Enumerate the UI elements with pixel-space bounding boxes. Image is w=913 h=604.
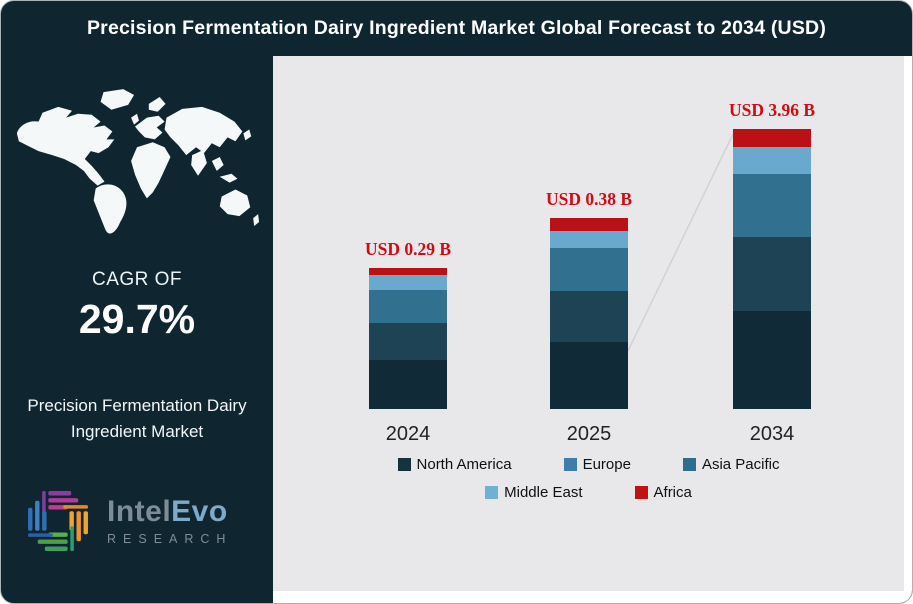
chart-panel: USD 0.29 B 2024 USD 0.38 B 2025 USD 3.96 B 20… xyxy=(273,56,904,591)
bar-group-2024: USD 0.29 B 2024 xyxy=(365,239,451,445)
legend-item-asia-pacific: Asia Pacific xyxy=(682,456,780,473)
bar-segment-asia-pacific xyxy=(733,174,811,237)
bar-segment-africa xyxy=(369,268,447,275)
legend-item-middle-east: Middle East xyxy=(485,484,583,501)
bar-stack-2024 xyxy=(369,268,447,409)
bar-segment-asia-pacific xyxy=(550,248,628,291)
legend-swatch-icon xyxy=(563,458,577,471)
bar-segment-middle-east xyxy=(733,147,811,174)
brand-name-intel: Intel xyxy=(107,495,172,529)
bar-total-label-2024: USD 0.29 B xyxy=(364,239,452,259)
chart-legend: North America Europe Asia Pacific Middle Ea… xyxy=(273,456,904,501)
x-axis-label-2025: 2025 xyxy=(566,423,612,445)
bar-total-label-2025: USD 0.38 B xyxy=(545,189,633,209)
legend-label: Europe xyxy=(582,456,631,473)
brand-logo: IntelEvo RESEARCH xyxy=(21,484,232,558)
logo-pinwheel-icon xyxy=(28,491,88,551)
brand-subtitle: RESEARCH xyxy=(107,531,233,546)
legend-item-north-america: North America xyxy=(397,456,512,473)
bar-segment-africa xyxy=(733,129,811,147)
bar-segment-north-america xyxy=(369,360,447,409)
legend-row: Middle East Africa xyxy=(273,484,904,501)
legend-swatch-icon xyxy=(485,486,499,499)
legend-swatch-icon xyxy=(682,458,696,471)
legend-label: Asia Pacific xyxy=(701,456,780,473)
bar-segment-europe xyxy=(733,237,811,311)
page-title: Precision Fermentation Dairy Ingredient … xyxy=(86,17,827,39)
market-name: Precision Fermentation Dairy Ingredient … xyxy=(27,396,247,442)
bar-segment-europe xyxy=(550,291,628,342)
world-map-icon xyxy=(16,89,260,234)
legend-label: Middle East xyxy=(504,484,583,501)
bar-group-2034: USD 3.96 B 2034 xyxy=(729,100,815,445)
legend-label: Africa xyxy=(653,484,692,501)
bar-segment-north-america xyxy=(733,311,811,409)
cagr-label: CAGR OF xyxy=(91,269,183,290)
bar-stack-2025 xyxy=(550,218,628,409)
brand-name-evo: Evo xyxy=(171,495,228,529)
legend-swatch-icon xyxy=(397,458,411,471)
legend-row: North America Europe Asia Pacific xyxy=(273,456,904,473)
x-axis-label-2034: 2034 xyxy=(749,423,795,445)
legend-item-africa: Africa xyxy=(634,484,692,501)
bar-total-label-2034: USD 3.96 B xyxy=(728,100,816,120)
bar-group-2025: USD 0.38 B 2025 xyxy=(546,189,632,445)
bar-segment-north-america xyxy=(550,342,628,409)
legend-swatch-icon xyxy=(634,486,648,499)
bar-segment-middle-east xyxy=(550,231,628,248)
cagr-value: 29.7% xyxy=(78,296,196,342)
legend-item-europe: Europe xyxy=(563,456,631,473)
bar-segment-asia-pacific xyxy=(369,290,447,323)
brand-text: IntelEvo RESEARCH xyxy=(107,496,232,546)
bar-segment-europe xyxy=(369,323,447,360)
bar-segment-middle-east xyxy=(369,275,447,290)
chart-area: USD 0.29 B 2024 USD 0.38 B 2025 USD 3.96 B 20… xyxy=(273,56,912,603)
sidebar: CAGR OF 29.7% Precision Fermentation Dai… xyxy=(1,56,273,603)
legend-label: North America xyxy=(416,456,512,473)
header: Precision Fermentation Dairy Ingredient … xyxy=(1,1,912,56)
brand-name: IntelEvo xyxy=(107,496,232,528)
x-axis-label-2024: 2024 xyxy=(385,423,431,445)
bar-stack-2034 xyxy=(733,129,811,409)
bar-segment-africa xyxy=(550,218,628,231)
